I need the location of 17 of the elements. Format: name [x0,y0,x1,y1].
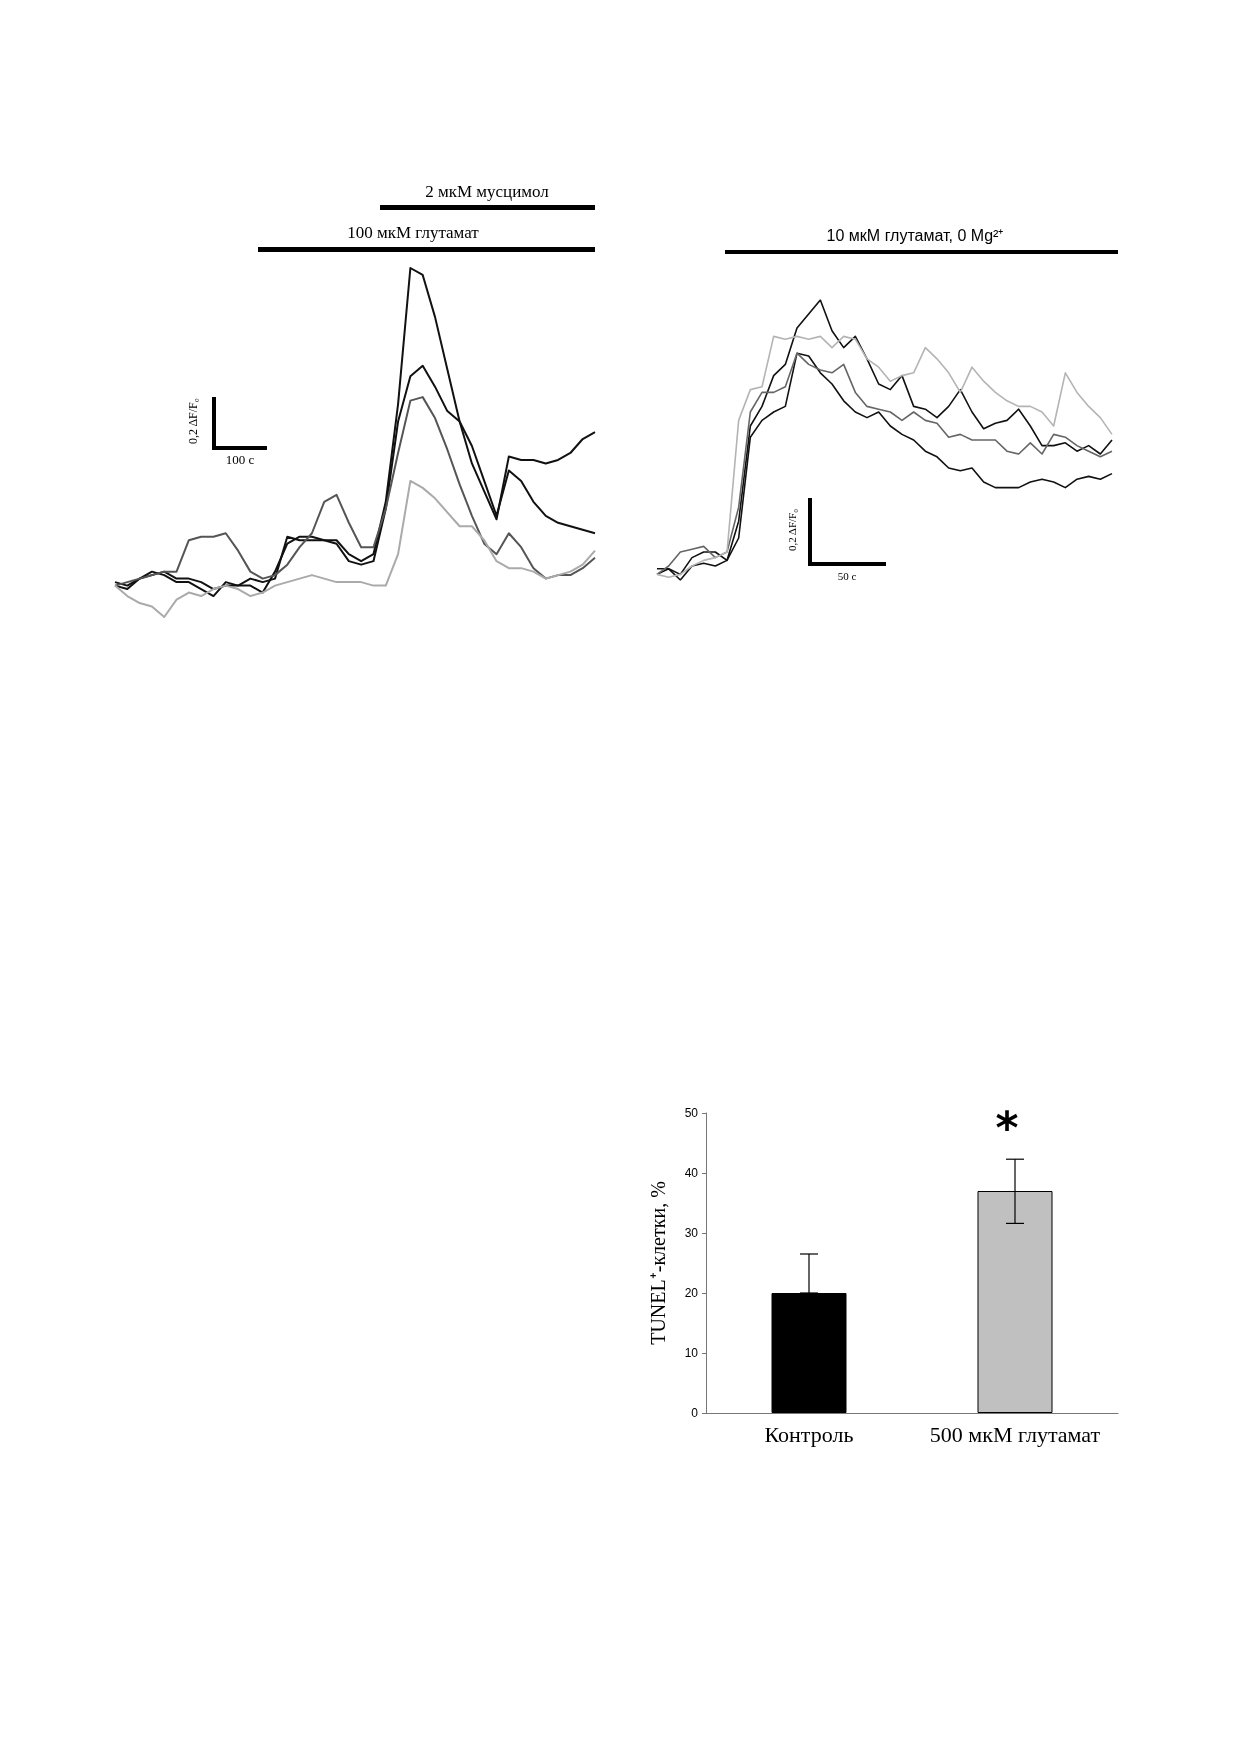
x-tick-label: Контроль [764,1421,854,1447]
y-tick-label: 40 [684,1166,699,1180]
text: 2 мкМ мусцимол [425,182,549,202]
y-tick-label: 10 [684,1346,699,1360]
text: 10 мкМ глутамат, 0 Mg²⁺ [826,226,1004,246]
y-tick-label: 0 [691,1406,699,1420]
x-tick-label: 500 мкМ глутамат [929,1421,1101,1447]
annotation: * [995,1101,1019,1153]
text: 100 мкМ глутамат [347,223,479,243]
annotation: 50 с [837,570,857,582]
annotation: 0,2 ΔF/F₀ [786,508,798,552]
y-tick-label: 50 [684,1106,699,1120]
y-axis-title: TUNEL⁺-клетки, % [647,1181,669,1345]
annotation: 0,2 ΔF/F₀ [185,398,201,444]
y-tick-label: 30 [684,1226,699,1240]
y-tick-label: 20 [684,1286,699,1300]
annotation: 100 с [225,452,255,468]
